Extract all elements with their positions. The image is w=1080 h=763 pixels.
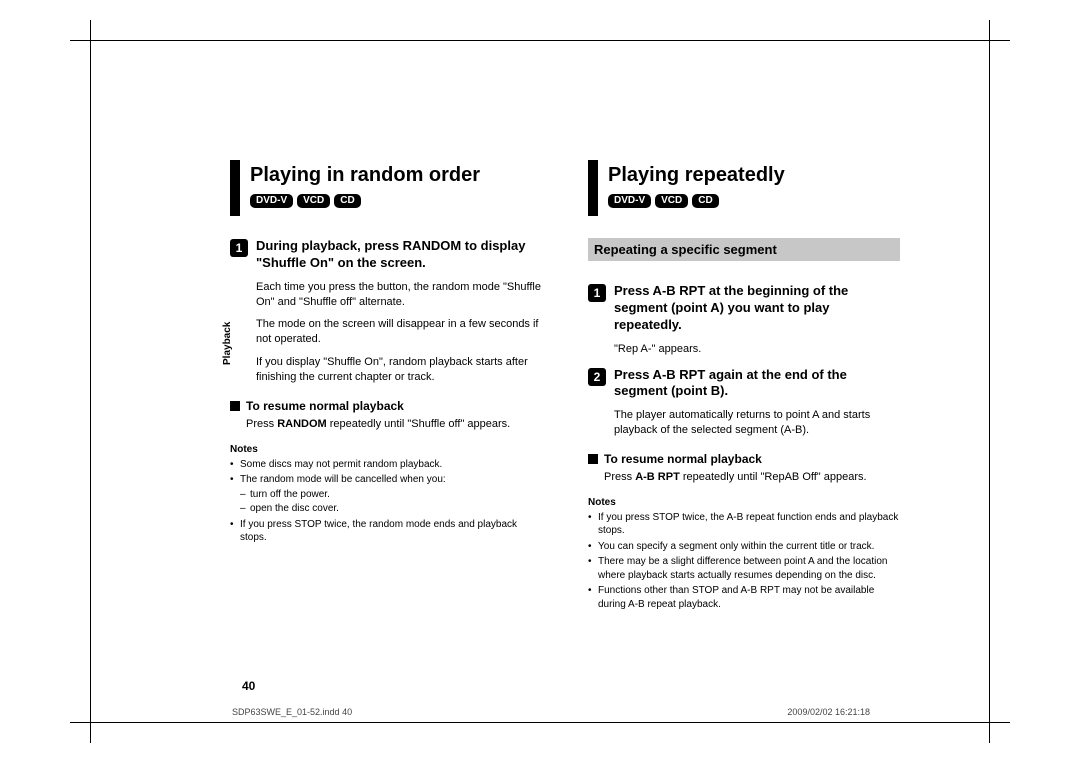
badge-dvdv: DVD-V	[608, 194, 651, 208]
heading-row: Playing in random order DVD-V VCD CD	[230, 160, 542, 216]
subsection-body: Press RANDOM repeatedly until "Shuffle o…	[246, 417, 542, 432]
column-right: Playing repeatedly DVD-V VCD CD Repeatin…	[588, 160, 900, 613]
step-body: "Rep A-" appears.	[614, 342, 900, 357]
body-paragraph: The player automatically returns to poin…	[614, 408, 900, 438]
note-text: The random mode will be cancelled when y…	[240, 474, 446, 485]
note-item: If you press STOP twice, the A-B repeat …	[588, 511, 900, 538]
section-title: Playing repeatedly	[608, 160, 785, 186]
heading-row: Playing repeatedly DVD-V VCD CD	[588, 160, 900, 216]
note-item: Functions other than STOP and A-B RPT ma…	[588, 584, 900, 611]
column-left: Playing in random order DVD-V VCD CD 1 D…	[230, 160, 542, 613]
notes-heading: Notes	[588, 497, 900, 508]
step-body: The player automatically returns to poin…	[614, 408, 900, 438]
step-number-icon: 2	[588, 368, 606, 386]
subsection-title: To resume normal playback	[604, 452, 762, 466]
body-paragraph: The mode on the screen will disappear in…	[256, 317, 542, 347]
crop-mark	[989, 20, 990, 40]
crop-mark	[70, 722, 90, 723]
crop-mark	[990, 722, 1010, 723]
note-item: If you press STOP twice, the random mode…	[230, 518, 542, 545]
media-badges: DVD-V VCD CD	[608, 194, 785, 208]
step-2: 2 Press A-B RPT again at the end of the …	[588, 367, 900, 401]
title-bar-icon	[230, 160, 240, 216]
page-number: 40	[242, 679, 255, 693]
text: Press	[246, 418, 277, 430]
media-badges: DVD-V VCD CD	[250, 194, 480, 208]
badge-dvdv: DVD-V	[250, 194, 293, 208]
notes-list: If you press STOP twice, the A-B repeat …	[588, 511, 900, 612]
square-bullet-icon	[588, 454, 598, 464]
text: repeatedly until "RepAB Off" appears.	[680, 471, 867, 483]
step-text: Press A-B RPT again at the end of the se…	[614, 367, 900, 401]
badge-cd: CD	[692, 194, 718, 208]
footer-timestamp: 2009/02/02 16:21:18	[787, 707, 870, 717]
square-bullet-icon	[230, 401, 240, 411]
badge-cd: CD	[334, 194, 360, 208]
crop-mark	[990, 40, 1010, 41]
subsection-head: To resume normal playback	[230, 399, 542, 413]
crop-mark	[989, 723, 990, 743]
bold-term: A-B RPT	[635, 471, 680, 483]
subsection-head: To resume normal playback	[588, 452, 900, 466]
note-item: Some discs may not permit random playbac…	[230, 458, 542, 472]
body-paragraph: If you display "Shuffle On", random play…	[256, 355, 542, 385]
title-block: Playing repeatedly DVD-V VCD CD	[608, 160, 785, 208]
step-body: Each time you press the button, the rand…	[256, 280, 542, 385]
badge-vcd: VCD	[297, 194, 330, 208]
title-block: Playing in random order DVD-V VCD CD	[250, 160, 480, 208]
page-content: Playing in random order DVD-V VCD CD 1 D…	[230, 160, 900, 613]
note-item: You can specify a segment only within th…	[588, 540, 900, 554]
subsection-body: Press A-B RPT repeatedly until "RepAB Of…	[604, 470, 900, 485]
note-item: There may be a slight difference between…	[588, 555, 900, 582]
notes-list: Some discs may not permit random playbac…	[230, 458, 542, 545]
bold-term: RANDOM	[277, 418, 327, 430]
step-1: 1 During playback, press RANDOM to displ…	[230, 238, 542, 272]
footer-file-info: SDP63SWE_E_01-52.indd 40	[232, 707, 352, 717]
step-1: 1 Press A-B RPT at the beginning of the …	[588, 283, 900, 334]
note-sublist: turn off the power. open the disc cover.	[240, 488, 542, 516]
body-paragraph: Each time you press the button, the rand…	[256, 280, 542, 310]
step-number-icon: 1	[230, 239, 248, 257]
title-bar-icon	[588, 160, 598, 216]
step-text: During playback, press RANDOM to display…	[256, 238, 542, 272]
subnote-item: turn off the power.	[240, 488, 542, 502]
crop-mark	[90, 20, 91, 40]
body-paragraph: "Rep A-" appears.	[614, 342, 900, 357]
section-title: Playing in random order	[250, 160, 480, 186]
notes-heading: Notes	[230, 444, 542, 455]
subheading-bar: Repeating a specific segment	[588, 238, 900, 261]
badge-vcd: VCD	[655, 194, 688, 208]
subsection-title: To resume normal playback	[246, 399, 404, 413]
crop-mark	[70, 40, 90, 41]
step-number-icon: 1	[588, 284, 606, 302]
text: repeatedly until "Shuffle off" appears.	[327, 418, 511, 430]
crop-mark	[90, 723, 91, 743]
step-text: Press A-B RPT at the beginning of the se…	[614, 283, 900, 334]
text: Press	[604, 471, 635, 483]
note-item: The random mode will be cancelled when y…	[230, 473, 542, 516]
subnote-item: open the disc cover.	[240, 502, 542, 516]
